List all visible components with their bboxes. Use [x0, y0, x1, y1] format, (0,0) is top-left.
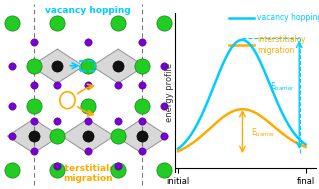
Text: interstitialcy
migration: interstitialcy migration: [257, 35, 305, 55]
Polygon shape: [7, 119, 60, 153]
Polygon shape: [92, 49, 145, 83]
Point: [31, 135, 36, 138]
Point: [161, 169, 167, 172]
Point: [85, 84, 90, 87]
Point: [139, 84, 145, 87]
Point: [139, 40, 145, 43]
Polygon shape: [31, 49, 84, 83]
Point: [139, 65, 145, 68]
Point: [161, 65, 167, 68]
Point: [161, 104, 167, 107]
Point: [139, 135, 145, 138]
Point: [31, 119, 36, 122]
Point: [85, 65, 90, 68]
Point: [115, 84, 121, 87]
Point: [31, 40, 36, 43]
Point: [161, 21, 167, 24]
Point: [115, 169, 121, 172]
Point: [31, 150, 36, 153]
Point: [55, 21, 60, 24]
Point: [55, 84, 60, 87]
Text: E$_{\rm barrier}$: E$_{\rm barrier}$: [251, 126, 276, 139]
Point: [115, 165, 121, 168]
Point: [85, 40, 90, 43]
Point: [115, 135, 121, 138]
Point: [55, 165, 60, 168]
Point: [55, 135, 60, 138]
Point: [9, 104, 14, 107]
Y-axis label: energy profile: energy profile: [165, 63, 174, 122]
Point: [55, 119, 60, 122]
Point: [55, 65, 60, 68]
Text: interstitialcy
migration: interstitialcy migration: [55, 164, 121, 183]
Text: E$_{\rm barrier}$: E$_{\rm barrier}$: [271, 81, 295, 93]
Point: [139, 150, 145, 153]
Point: [115, 119, 121, 122]
Point: [9, 135, 14, 138]
Point: [9, 21, 14, 24]
Point: [85, 150, 90, 153]
Point: [85, 104, 90, 107]
Text: vacancy hopping: vacancy hopping: [257, 13, 319, 22]
Text: vacancy hopping: vacancy hopping: [45, 6, 130, 15]
Point: [31, 104, 36, 107]
Point: [139, 104, 145, 107]
Point: [161, 135, 167, 138]
Point: [31, 65, 36, 68]
Point: [55, 169, 60, 172]
Point: [115, 21, 121, 24]
Point: [115, 65, 121, 68]
Point: [85, 135, 90, 138]
Polygon shape: [62, 119, 114, 153]
Point: [9, 169, 14, 172]
Point: [31, 84, 36, 87]
Point: [9, 65, 14, 68]
Point: [85, 119, 90, 122]
Polygon shape: [115, 119, 168, 153]
Point: [139, 119, 145, 122]
Bar: [80, 61, 95, 71]
